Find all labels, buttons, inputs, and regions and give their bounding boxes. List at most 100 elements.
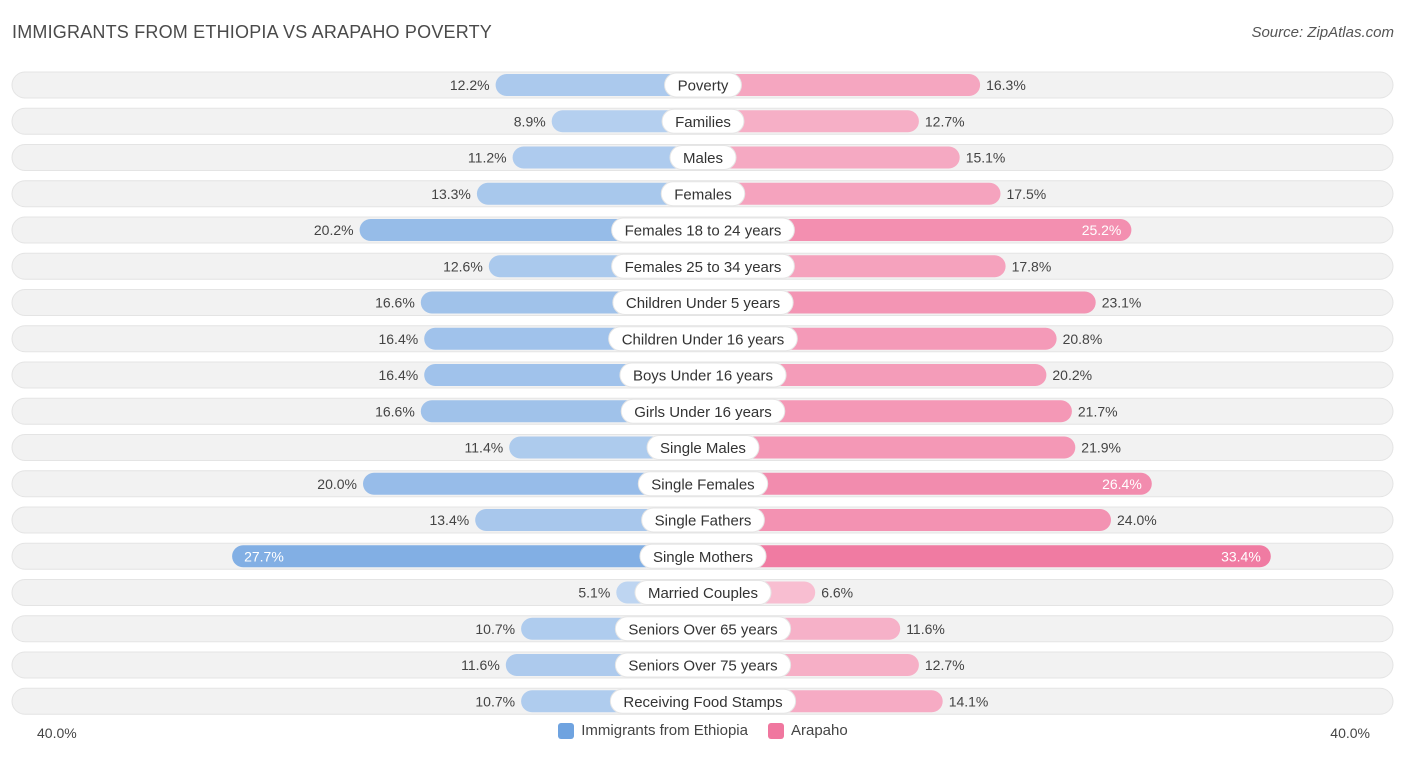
legend-item-arapaho[interactable]: Arapaho <box>768 722 848 739</box>
bar-arapaho-poverty <box>703 74 981 96</box>
bar-arapaho-boys-under-16-years <box>703 364 1047 386</box>
category-label-children-under-16-years: Children Under 16 years <box>622 331 785 348</box>
axis-right-label: 40.0% <box>1330 725 1370 741</box>
row-children-under-5-years: 16.6% 23.1% Children Under 5 years <box>11 289 1394 316</box>
category-pill <box>614 616 792 642</box>
row-boys-under-16-years: 16.4% 20.2% Boys Under 16 years <box>11 361 1394 389</box>
legend-swatch-ethiopia <box>558 722 575 739</box>
row-married-couples: 5.1% 6.6% Married Couples <box>11 579 1394 606</box>
value-ethiopia-single-mothers: 27.7% <box>244 548 284 564</box>
value-arapaho-single-females: 26.4% <box>1102 476 1142 492</box>
value-arapaho-children-under-5-years: 23.1% <box>1102 295 1142 311</box>
category-pill <box>646 435 760 460</box>
value-arapaho-families: 12.7% <box>925 113 965 129</box>
category-pill <box>634 580 772 605</box>
value-ethiopia-males: 11.2% <box>468 150 507 166</box>
value-ethiopia-poverty: 12.2% <box>450 77 490 93</box>
bar-ethiopia-single-mothers <box>232 545 703 568</box>
value-ethiopia-single-females: 20.0% <box>317 476 357 492</box>
legend-label-arapaho: Arapaho <box>791 722 848 739</box>
row-single-males: 11.4% 21.9% Single Males <box>11 434 1394 461</box>
category-label-seniors-over-75-years: Seniors Over 75 years <box>628 658 777 675</box>
bar-arapaho-single-fathers <box>703 509 1111 531</box>
value-ethiopia-single-fathers: 13.4% <box>429 512 469 528</box>
category-pill <box>637 471 769 497</box>
category-label-males: Males <box>683 150 723 167</box>
value-arapaho-single-mothers: 33.4% <box>1221 548 1261 564</box>
value-ethiopia-females: 13.3% <box>431 186 471 202</box>
row-children-under-16-years: 16.4% 20.8% Children Under 16 years <box>11 325 1394 353</box>
category-pill <box>661 108 745 134</box>
legend-swatch-arapaho <box>768 722 784 739</box>
category-label-families: Families <box>675 114 731 131</box>
value-arapaho-seniors-over-65-years: 11.6% <box>906 621 945 637</box>
value-ethiopia-seniors-over-75-years: 11.6% <box>461 657 500 673</box>
category-pill <box>669 145 737 170</box>
category-label-children-under-5-years: Children Under 5 years <box>626 295 780 312</box>
value-arapaho-single-males: 21.9% <box>1081 440 1121 456</box>
value-ethiopia-girls-under-16-years: 16.6% <box>375 403 415 419</box>
category-pill <box>619 362 787 388</box>
row-poverty: 12.2% 16.3% Poverty <box>11 71 1394 99</box>
bar-ethiopia-poverty <box>495 74 703 96</box>
row-females-18-to-24-years: 20.2% 25.2% Females 18 to 24 years <box>11 216 1394 244</box>
category-label-single-mothers: Single Mothers <box>653 549 753 566</box>
value-ethiopia-seniors-over-65-years: 10.7% <box>475 621 515 637</box>
value-ethiopia-married-couples: 5.1% <box>578 585 610 601</box>
value-arapaho-single-fathers: 24.0% <box>1117 512 1157 528</box>
bar-arapaho-single-females <box>703 472 1152 495</box>
value-ethiopia-children-under-16-years: 16.4% <box>378 331 418 347</box>
legend-item-ethiopia[interactable]: Immigrants from Ethiopia <box>558 722 748 739</box>
category-pill <box>660 181 746 207</box>
row-females: 13.3% 17.5% Females <box>11 180 1394 208</box>
value-ethiopia-single-males: 11.4% <box>465 440 504 456</box>
row-girls-under-16-years: 16.6% 21.7% Girls Under 16 years <box>11 397 1394 425</box>
row-single-females: 20.0% 26.4% Single Females <box>11 470 1394 498</box>
row-males: 11.2% 15.1% Males <box>11 144 1394 171</box>
value-ethiopia-females-18-to-24-years: 20.2% <box>314 222 354 238</box>
legend: Immigrants from Ethiopia Arapaho <box>0 722 1406 739</box>
value-arapaho-females-25-to-34-years: 17.8% <box>1012 258 1052 274</box>
category-label-single-fathers: Single Fathers <box>655 513 752 530</box>
category-label-girls-under-16-years: Girls Under 16 years <box>634 404 772 421</box>
row-families: 8.9% 12.7% Families <box>11 107 1394 135</box>
value-arapaho-married-couples: 6.6% <box>821 585 853 601</box>
value-arapaho-boys-under-16-years: 20.2% <box>1052 367 1092 383</box>
bar-arapaho-single-males <box>703 436 1076 459</box>
row-receiving-food-stamps: 10.7% 14.1% Receiving Food Stamps <box>11 687 1394 715</box>
bar-arapaho-females-18-to-24-years <box>703 219 1132 241</box>
value-arapaho-males: 15.1% <box>966 150 1006 166</box>
legend-label-ethiopia: Immigrants from Ethiopia <box>581 722 748 739</box>
row-single-fathers: 13.4% 24.0% Single Fathers <box>11 506 1394 534</box>
row-females-25-to-34-years: 12.6% 17.8% Females 25 to 34 years <box>11 252 1394 280</box>
row-seniors-over-65-years: 10.7% 11.6% Seniors Over 65 years <box>11 615 1394 643</box>
chart-title: IMMIGRANTS FROM ETHIOPIA VS ARAPAHO POVE… <box>12 22 493 42</box>
source-credit: Source: ZipAtlas.com <box>1251 24 1394 41</box>
category-label-boys-under-16-years: Boys Under 16 years <box>633 368 773 385</box>
category-pill <box>614 652 792 678</box>
bar-arapaho-families <box>703 110 919 133</box>
bar-ethiopia-females <box>476 182 703 205</box>
value-ethiopia-children-under-5-years: 16.6% <box>375 295 415 311</box>
value-arapaho-poverty: 16.3% <box>986 77 1026 93</box>
bar-arapaho-females <box>703 182 1001 205</box>
category-pill <box>620 398 786 424</box>
value-arapaho-children-under-16-years: 20.8% <box>1063 331 1103 347</box>
axis-left-label: 40.0% <box>37 725 77 741</box>
category-label-poverty: Poverty <box>678 78 729 95</box>
row-seniors-over-75-years: 11.6% 12.7% Seniors Over 75 years <box>11 651 1394 679</box>
category-pill <box>611 253 795 279</box>
bar-arapaho-males <box>703 146 960 169</box>
value-arapaho-females: 17.5% <box>1007 186 1047 202</box>
category-pill <box>609 688 797 714</box>
value-arapaho-seniors-over-75-years: 12.7% <box>925 657 965 673</box>
category-pill <box>664 72 742 98</box>
category-label-seniors-over-65-years: Seniors Over 65 years <box>628 621 777 638</box>
category-pill <box>641 507 765 533</box>
category-label-single-females: Single Females <box>651 476 754 493</box>
category-label-females: Females <box>674 186 732 203</box>
bar-ethiopia-single-females <box>363 472 703 495</box>
value-arapaho-girls-under-16-years: 21.7% <box>1078 403 1118 419</box>
value-arapaho-females-18-to-24-years: 25.2% <box>1082 222 1122 238</box>
